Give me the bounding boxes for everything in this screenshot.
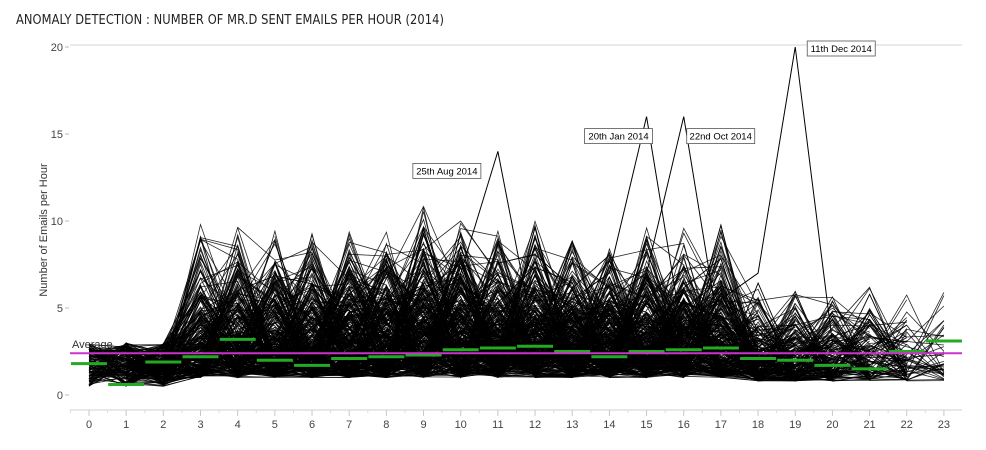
chart-title: ANOMALY DETECTION : NUMBER OF MR.D SENT … bbox=[16, 13, 445, 28]
daily-series-line bbox=[125, 227, 908, 380]
x-tick-label: 20 bbox=[826, 419, 838, 431]
x-tick-label: 2 bbox=[160, 419, 166, 431]
hourly-mean-group bbox=[71, 337, 962, 387]
daily-series-line bbox=[88, 232, 722, 377]
x-tick-label: 18 bbox=[752, 419, 764, 431]
x-tick-label: 14 bbox=[603, 419, 615, 431]
x-tick-label: 0 bbox=[86, 419, 92, 431]
annotation-label: 20th Jan 2014 bbox=[588, 132, 648, 143]
y-tick-label: 0 bbox=[57, 390, 63, 402]
y-tick-label: 10 bbox=[51, 216, 63, 228]
daily-series-line bbox=[126, 254, 684, 382]
daily-series-line bbox=[162, 290, 684, 376]
x-tick-label: 5 bbox=[272, 419, 278, 431]
daily-series-line bbox=[88, 275, 796, 379]
anomaly-series-line bbox=[571, 116, 796, 361]
x-tick-label: 6 bbox=[309, 419, 315, 431]
x-tick-label: 9 bbox=[420, 419, 426, 431]
daily-series-line bbox=[200, 219, 684, 370]
x-tick-label: 11 bbox=[492, 419, 503, 431]
x-tick-label: 3 bbox=[197, 419, 203, 431]
y-axis-title: Number of Emails per Hour bbox=[38, 163, 50, 297]
x-axis: 0 1 2 3 4 5 6 7 8 9 10 11 12 13 14 15 16 17 18 19 20 21 22 23 bbox=[69, 409, 962, 431]
daily-series-line bbox=[88, 294, 833, 385]
x-tick-label: 12 bbox=[529, 419, 541, 431]
daily-series-line bbox=[88, 230, 759, 381]
annotation-box bbox=[412, 162, 482, 179]
annotation-box bbox=[584, 128, 653, 145]
daily-series-line bbox=[237, 231, 907, 379]
daily-series-line bbox=[163, 334, 796, 377]
x-tick-label: 13 bbox=[566, 419, 578, 431]
annotation-box bbox=[686, 128, 756, 145]
y-tick-label: 5 bbox=[57, 303, 63, 315]
daily-series-group bbox=[88, 46, 945, 387]
annotation-box bbox=[806, 40, 876, 57]
y-tick-label: 15 bbox=[51, 129, 63, 141]
average-group: Average bbox=[70, 339, 962, 355]
x-tick-label: 10 bbox=[455, 419, 467, 431]
annotation-label: 11th Dec 2014 bbox=[811, 44, 872, 55]
x-tick-label: 23 bbox=[938, 419, 950, 431]
daily-series-line bbox=[88, 245, 944, 386]
y-axis: 0 5 10 15 20 bbox=[51, 42, 69, 402]
x-tick-label: 7 bbox=[346, 419, 352, 431]
annotation-label: 22nd Oct 2014 bbox=[690, 132, 752, 143]
x-tick-label: 4 bbox=[235, 419, 241, 431]
x-tick-label: 15 bbox=[640, 419, 652, 431]
anomaly-series-line bbox=[386, 151, 610, 361]
anomaly-series-line bbox=[683, 46, 907, 361]
daily-series-line bbox=[88, 266, 722, 379]
annotation-label: 25th Aug 2014 bbox=[416, 166, 477, 177]
daily-series-line bbox=[88, 286, 685, 378]
x-tick-label: 17 bbox=[715, 419, 727, 431]
annotation-group: 25th Aug 2014 20th Jan 2014 22nd Oct 2014 1… bbox=[412, 40, 876, 179]
x-tick-label: 21 bbox=[863, 419, 875, 431]
x-tick-label: 19 bbox=[789, 419, 801, 431]
x-tick-label: 22 bbox=[901, 419, 913, 431]
daily-series-line bbox=[88, 262, 833, 381]
average-label: Average bbox=[72, 339, 113, 351]
y-tick-label: 20 bbox=[51, 42, 63, 54]
x-tick-label: 8 bbox=[383, 419, 389, 431]
x-tick-label: 16 bbox=[678, 419, 690, 431]
daily-series-line bbox=[200, 282, 908, 381]
daily-series-line bbox=[88, 258, 908, 385]
x-tick-label: 1 bbox=[123, 419, 129, 431]
